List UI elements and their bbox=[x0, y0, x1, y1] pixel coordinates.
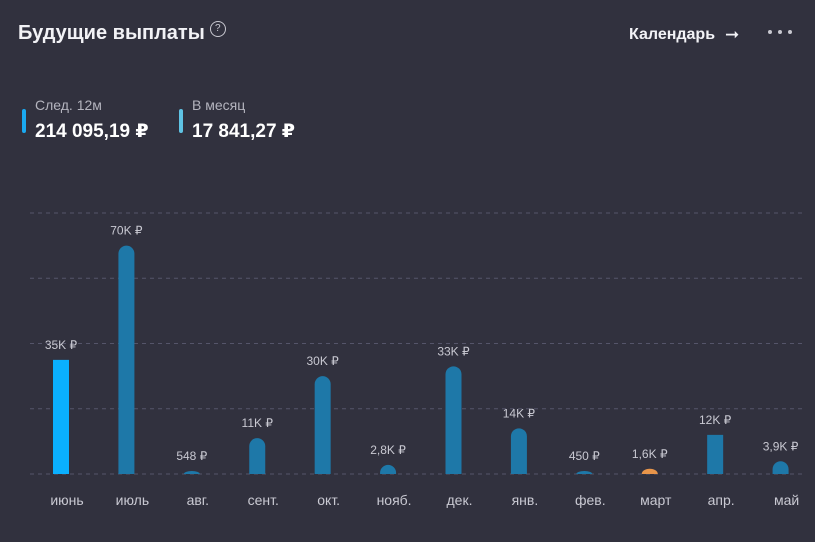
bar-8[interactable] bbox=[510, 428, 527, 474]
widget-title-text: Будущие выплаты bbox=[18, 22, 205, 44]
arrow-right-icon: ➞ bbox=[725, 25, 740, 44]
calendar-link[interactable]: Календарь ➞ bbox=[629, 25, 739, 45]
stat-value-per-month: 17 841,27 ₽ bbox=[192, 121, 296, 142]
data-label-8: 14K ₽ bbox=[503, 406, 536, 420]
data-label-4: 11K ₽ bbox=[242, 416, 274, 430]
bar-6[interactable] bbox=[380, 464, 397, 474]
data-label-7: 33K ₽ bbox=[437, 344, 470, 358]
stat-value-next-12m: 214 095,19 ₽ bbox=[35, 121, 149, 142]
data-label-5: 30K ₽ bbox=[307, 354, 340, 368]
stat-marker-per-month bbox=[179, 109, 183, 133]
stat-marker-next-12m bbox=[22, 109, 26, 133]
x-tick-label-10: март bbox=[640, 492, 672, 508]
bar-3[interactable] bbox=[183, 471, 200, 474]
x-tick-label-9: фев. bbox=[575, 492, 606, 508]
data-label-9: 450 ₽ bbox=[569, 449, 600, 463]
bar-11[interactable] bbox=[707, 434, 724, 474]
bar-2[interactable] bbox=[118, 245, 135, 474]
stat-label-next-12m: След. 12м bbox=[35, 97, 102, 113]
bar-4[interactable] bbox=[249, 438, 266, 474]
x-tick-label-4: сент. bbox=[248, 492, 279, 508]
data-label-10: 1,6K ₽ bbox=[632, 447, 668, 461]
stat-per-month: В месяц 17 841,27 ₽ bbox=[179, 97, 295, 143]
x-tick-label-6: нояб. bbox=[377, 492, 412, 508]
x-tick-label-3: авг. bbox=[187, 492, 210, 508]
more-dot-2 bbox=[778, 30, 782, 34]
x-tick-label-7: дек. bbox=[447, 492, 473, 508]
widget-title: Будущие выплаты ? bbox=[18, 20, 226, 45]
more-options-icon[interactable] bbox=[768, 22, 792, 42]
stat-next-12m: След. 12м 214 095,19 ₽ bbox=[22, 97, 149, 143]
more-dot-1 bbox=[768, 30, 772, 34]
calendar-link-label: Календарь bbox=[629, 26, 716, 43]
bar-10[interactable] bbox=[641, 468, 658, 474]
more-dot-3 bbox=[788, 30, 792, 34]
x-tick-label-8: янв. bbox=[512, 492, 539, 508]
bar-12[interactable] bbox=[772, 461, 789, 474]
data-label-3: 548 ₽ bbox=[176, 449, 207, 463]
x-tick-label-2: июль bbox=[116, 492, 149, 508]
help-icon[interactable]: ? bbox=[209, 20, 226, 37]
x-tick-label-5: окт. bbox=[317, 492, 340, 508]
data-label-1: 35K ₽ bbox=[45, 338, 78, 352]
bar-7[interactable] bbox=[445, 366, 462, 474]
x-tick-label-11: апр. bbox=[708, 492, 735, 508]
x-tick-label-1: июнь bbox=[50, 492, 83, 508]
bar-9[interactable] bbox=[576, 471, 593, 474]
data-label-11: 12K ₽ bbox=[699, 413, 732, 427]
bar-1[interactable] bbox=[53, 359, 69, 474]
stat-label-per-month: В месяц bbox=[192, 97, 246, 113]
bar-5[interactable] bbox=[314, 376, 331, 474]
data-label-6: 2,8K ₽ bbox=[370, 443, 406, 457]
x-tick-label-12: май bbox=[774, 492, 799, 508]
data-label-12: 3,9K ₽ bbox=[763, 439, 799, 453]
data-label-2: 70K ₽ bbox=[110, 224, 143, 238]
